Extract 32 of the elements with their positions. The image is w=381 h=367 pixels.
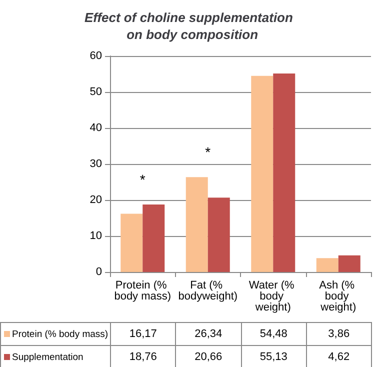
x-tick-label: Fat (% bodyweight)	[178, 280, 238, 302]
y-tick-label: 10	[90, 230, 102, 242]
data-label: 4,62	[306, 346, 372, 367]
annotation: *	[140, 171, 146, 188]
data-label: 26,34	[176, 322, 241, 346]
x-tick-label: Ash (% body weight)	[319, 280, 358, 314]
bar	[142, 204, 165, 272]
annotation: *	[205, 144, 212, 160]
bar	[251, 76, 274, 272]
y-tick-label: 0	[96, 266, 102, 278]
y-tick-label: 60	[90, 50, 102, 62]
y-tick-label: 50	[90, 86, 102, 98]
bar	[186, 177, 208, 272]
data-label: 16,17	[110, 322, 176, 346]
chart-title: Effect of choline supplementation on body composition	[84, 10, 297, 42]
data-label: 18,76	[110, 346, 176, 367]
data-label: 54,48	[241, 322, 306, 346]
y-tick-label: 20	[90, 194, 102, 206]
data-label: 20,66	[176, 346, 241, 367]
bar	[338, 255, 360, 272]
legend-label: Supplementation	[0, 346, 110, 367]
bar	[273, 74, 296, 272]
legend-label: Protein (% body mass)	[0, 322, 110, 346]
y-tick-label: 40	[90, 122, 102, 134]
data-label: 55,13	[241, 346, 306, 367]
y-tick-label: 30	[90, 158, 102, 170]
bar	[120, 214, 143, 272]
x-tick-label: Water (% body weight)	[248, 280, 298, 314]
bar	[208, 198, 230, 272]
data-label: 3,86	[306, 322, 372, 346]
x-tick-label: Protein (% body mass)	[114, 280, 172, 302]
bar	[316, 258, 338, 272]
